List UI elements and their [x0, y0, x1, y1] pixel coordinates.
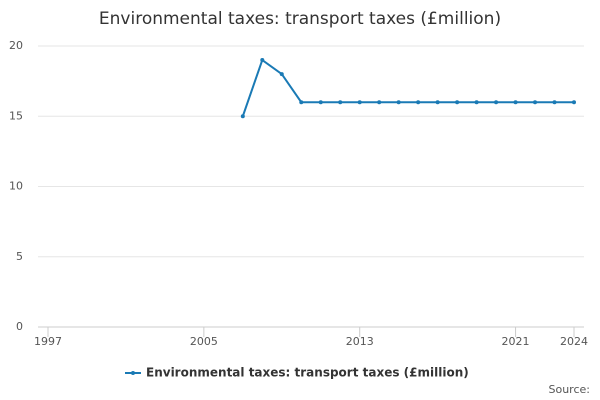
- source: Source:: [549, 383, 591, 396]
- x-tick-label: 1997: [34, 335, 62, 348]
- point: [240, 114, 245, 119]
- x-tick-label: 2013: [346, 335, 374, 348]
- point: [338, 100, 343, 105]
- point: [416, 100, 421, 105]
- y-tick-label: 20: [9, 39, 23, 52]
- point: [377, 100, 382, 105]
- point: [357, 100, 362, 105]
- point: [396, 100, 401, 105]
- x-tick-label: 2021: [502, 335, 530, 348]
- chart-title: Environmental taxes: transport taxes (£m…: [99, 9, 501, 29]
- legend-label: Environmental taxes: transport taxes (£m…: [146, 366, 469, 380]
- y-tick-label: 5: [16, 250, 23, 263]
- y-tick-label: 0: [16, 320, 23, 333]
- point: [318, 100, 323, 105]
- point: [533, 100, 538, 105]
- y-tick-label: 10: [9, 180, 23, 193]
- legend-marker: [131, 371, 135, 375]
- x-tick-label: 2024: [560, 335, 588, 348]
- point: [474, 100, 479, 105]
- point: [435, 100, 440, 105]
- series-line: [241, 58, 574, 117]
- point: [299, 100, 304, 105]
- point: [260, 58, 265, 63]
- point: [494, 100, 499, 105]
- point: [455, 100, 460, 105]
- point: [279, 72, 284, 77]
- point: [513, 100, 518, 105]
- y-tick-label: 15: [9, 109, 23, 122]
- x-tick-label: 2005: [190, 335, 218, 348]
- point: [572, 100, 576, 105]
- point: [552, 100, 557, 105]
